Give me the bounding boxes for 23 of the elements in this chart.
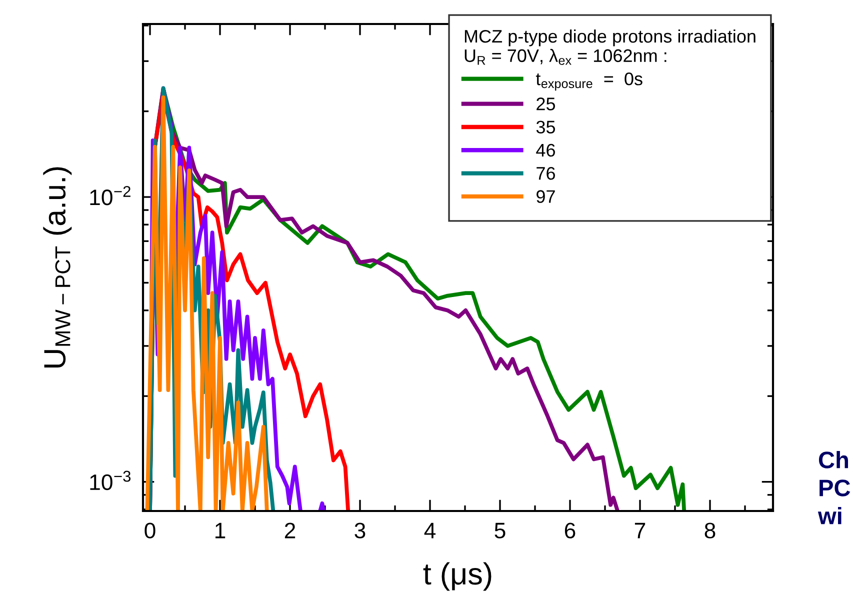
y-axis-title: U$_{MW−PCT}$ (a.u.) (43, 167, 72, 368)
legend-label: 76 (536, 167, 555, 180)
legend-label: 46 (536, 144, 555, 157)
x-axis-title: t (μs) (423, 562, 492, 591)
y-tick-label: 10$^{−3}$ (90, 470, 131, 490)
legend-label: 97 (536, 190, 555, 203)
legend-label: 25 (536, 98, 556, 110)
x-tick-label: 7 (634, 522, 646, 538)
x-tick-label: 3 (354, 522, 366, 538)
legend-title: MCZ p-type diode protons irradiation U$_{R}$ = 70V, λ$_{ex}$ = 1062nm : (464, 29, 756, 65)
x-tick-label: 1 (216, 522, 226, 538)
x-tick-label: 0 (144, 522, 156, 538)
x-tick-label: 8 (704, 522, 716, 538)
text: PC (820, 480, 850, 496)
x-tick-label: 5 (494, 522, 506, 538)
legend-label: t$_{exposure}$ = 0s (536, 72, 642, 91)
x-tick-label: 6 (564, 522, 576, 538)
text: wi (818, 506, 842, 524)
y-tick-label: 10$^{−2}$ (90, 186, 130, 206)
text: Ch (818, 450, 848, 468)
legend-label: 35 (536, 120, 556, 134)
x-tick-label: 2 (284, 522, 296, 538)
x-tick-label: 4 (424, 522, 436, 538)
